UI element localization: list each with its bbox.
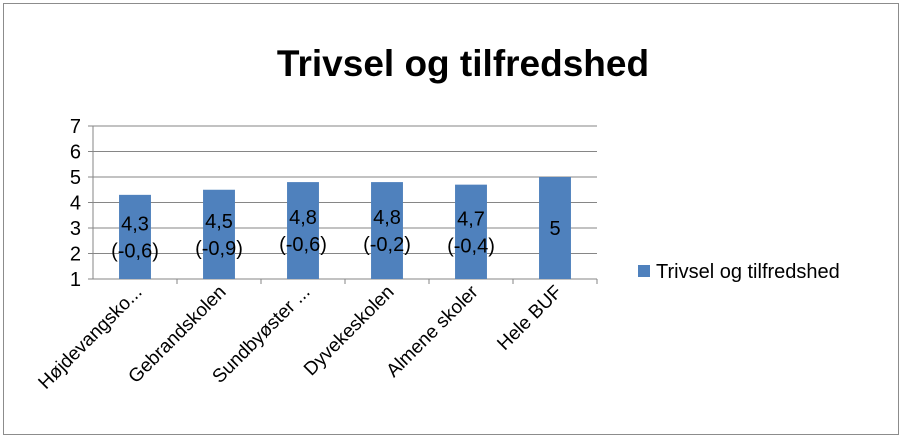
data-label: (-0,6) xyxy=(111,240,159,262)
bar xyxy=(539,177,571,279)
axes: 1 2 3 4 5 6 7 xyxy=(70,116,598,291)
y-tick-label: 5 xyxy=(70,167,81,189)
legend-label: Trivsel og tilfredshed xyxy=(656,261,840,283)
data-label: (-0,6) xyxy=(279,234,327,256)
bars xyxy=(119,177,571,279)
chart-title: Trivsel og tilfredshed xyxy=(277,43,649,84)
legend: Trivsel og tilfredshed xyxy=(638,261,840,283)
grid-lines xyxy=(93,125,597,254)
data-label: 4,8 xyxy=(373,207,401,229)
chart-frame: Trivsel og tilfredshed 1 2 3 4 5 6 7 4,3 (-0,6)… xyxy=(3,3,899,435)
bar xyxy=(455,184,487,279)
data-label: 4,8 xyxy=(289,207,317,229)
y-tick-label: 7 xyxy=(70,116,81,138)
category-label: Hele BUF xyxy=(493,282,566,355)
y-tick-label: 1 xyxy=(70,269,81,291)
y-tick-label: 2 xyxy=(70,244,81,266)
data-label: (-0,9) xyxy=(195,238,243,260)
bar xyxy=(119,194,151,279)
y-tick-label: 6 xyxy=(70,142,81,164)
data-label: 4,7 xyxy=(457,208,485,230)
legend-swatch xyxy=(638,265,650,277)
category-labels: Højdevangsko...GebrandskolenSundbyøster … xyxy=(35,281,567,393)
y-tick-label: 4 xyxy=(70,193,81,215)
data-label: (-0,2) xyxy=(363,234,411,256)
bar xyxy=(287,182,319,279)
data-label: 4,5 xyxy=(205,211,233,233)
data-label: (-0,4) xyxy=(447,235,495,257)
bar xyxy=(371,182,403,279)
y-tick-label: 3 xyxy=(70,218,81,240)
data-label: 4,3 xyxy=(121,213,149,235)
data-label: 5 xyxy=(549,218,560,240)
data-labels: 4,3 (-0,6) 4,5 (-0,9) 4,8 (-0,6) 4,8 (-0,2) 4,7 (… xyxy=(111,207,560,262)
bar-chart: Trivsel og tilfredshed 1 2 3 4 5 6 7 4,3 (-0,6)… xyxy=(35,43,840,394)
bar xyxy=(203,189,235,279)
